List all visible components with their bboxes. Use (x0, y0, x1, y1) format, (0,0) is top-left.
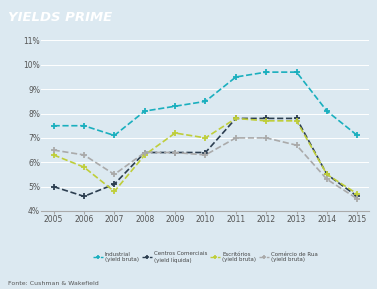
Text: YIELDS PRIME: YIELDS PRIME (8, 11, 112, 24)
Text: Fonte: Cushman & Wakefield: Fonte: Cushman & Wakefield (8, 281, 98, 286)
Legend: Industrial
(yield bruta), Centros Comerciais
(yield líquida), Escritórios
(yield: Industrial (yield bruta), Centros Comerc… (93, 251, 318, 263)
